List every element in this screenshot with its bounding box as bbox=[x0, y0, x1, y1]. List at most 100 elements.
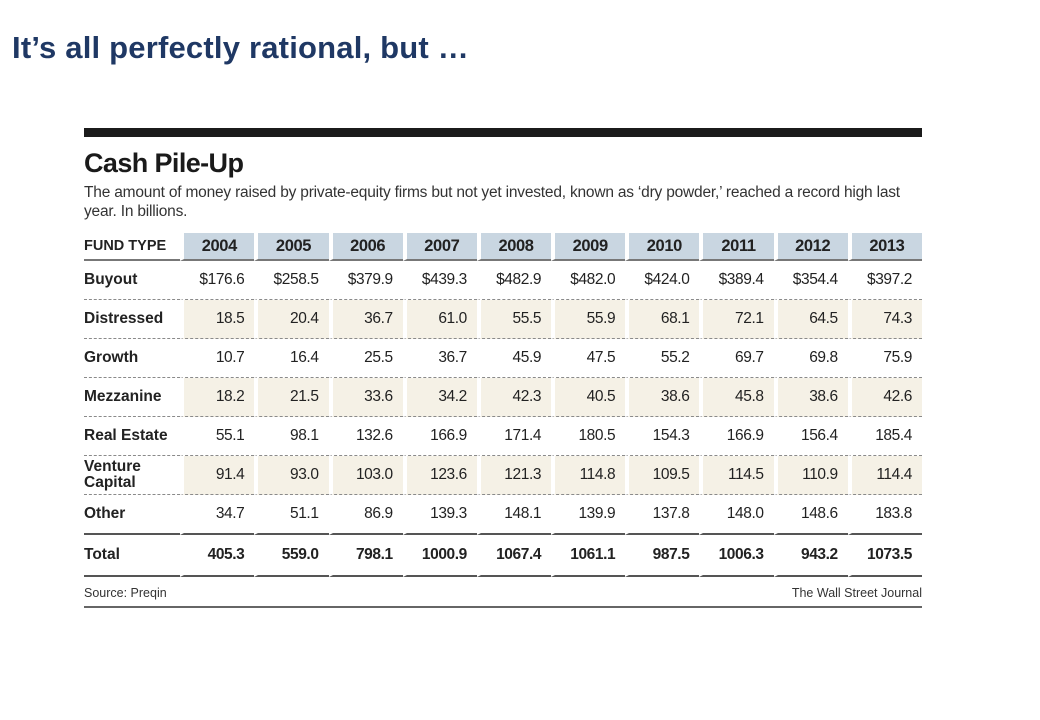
year-header: 2012 bbox=[773, 233, 848, 261]
value-cell: 93.0 bbox=[254, 456, 329, 495]
source-note: Source: Preqin bbox=[84, 586, 167, 600]
value-cell: $379.9 bbox=[328, 261, 403, 300]
value-cell: 20.4 bbox=[254, 300, 329, 339]
value-cell: 943.2 bbox=[773, 535, 848, 577]
table-row: Mezzanine 18.2 21.5 33.6 34.2 42.3 40.5 38.6 45.… bbox=[84, 378, 922, 417]
value-cell: 798.1 bbox=[328, 535, 403, 577]
value-cell: 42.6 bbox=[847, 378, 922, 417]
value-cell: 559.0 bbox=[254, 535, 329, 577]
year-header: 2006 bbox=[328, 233, 403, 261]
year-header: 2013 bbox=[847, 233, 922, 261]
value-cell: 36.7 bbox=[328, 300, 403, 339]
table-header-row: FUND TYPE 2004 2005 2006 2007 2008 2009 … bbox=[84, 233, 922, 261]
value-cell: 132.6 bbox=[328, 417, 403, 456]
top-rule bbox=[84, 128, 922, 137]
value-cell: 121.3 bbox=[476, 456, 552, 495]
value-cell: 38.6 bbox=[773, 378, 848, 417]
value-cell: 21.5 bbox=[254, 378, 329, 417]
value-cell: 987.5 bbox=[625, 535, 700, 577]
value-cell: 166.9 bbox=[402, 417, 477, 456]
year-header: 2010 bbox=[625, 233, 700, 261]
value-cell: 47.5 bbox=[551, 339, 626, 378]
fund-type-label: Buyout bbox=[84, 261, 181, 300]
value-cell: 139.9 bbox=[551, 495, 626, 535]
value-cell: 154.3 bbox=[625, 417, 700, 456]
table-row: Other 34.7 51.1 86.9 139.3 148.1 139.9 137.8 148… bbox=[84, 495, 922, 535]
value-cell: $176.6 bbox=[180, 261, 255, 300]
table-row: Buyout $176.6 $258.5 $379.9 $439.3 $482.9 $482… bbox=[84, 261, 922, 300]
value-cell: 148.0 bbox=[699, 495, 774, 535]
value-cell: 185.4 bbox=[847, 417, 922, 456]
value-cell: 110.9 bbox=[773, 456, 848, 495]
value-cell: 18.2 bbox=[180, 378, 255, 417]
dry-powder-table: FUND TYPE 2004 2005 2006 2007 2008 2009 … bbox=[84, 233, 922, 577]
year-header: 2005 bbox=[254, 233, 329, 261]
value-cell: 69.8 bbox=[773, 339, 848, 378]
value-cell: 139.3 bbox=[402, 495, 477, 535]
value-cell: 33.6 bbox=[328, 378, 403, 417]
table-row: Growth 10.7 16.4 25.5 36.7 45.9 47.5 55.2 69.7 69… bbox=[84, 339, 922, 378]
value-cell: 171.4 bbox=[476, 417, 552, 456]
chart-title: Cash Pile-Up bbox=[84, 148, 244, 178]
fund-type-header: FUND TYPE bbox=[84, 233, 181, 261]
value-cell: $258.5 bbox=[254, 261, 329, 300]
table-row: Real Estate 55.1 98.1 132.6 166.9 171.4 180.5 1… bbox=[84, 417, 922, 456]
value-cell: 34.2 bbox=[402, 378, 477, 417]
value-cell: 55.1 bbox=[180, 417, 255, 456]
table-body: Buyout $176.6 $258.5 $379.9 $439.3 $482.9 $482… bbox=[84, 261, 922, 577]
value-cell: 38.6 bbox=[625, 378, 700, 417]
value-cell: 36.7 bbox=[402, 339, 477, 378]
value-cell: 166.9 bbox=[699, 417, 774, 456]
value-cell: 55.2 bbox=[625, 339, 700, 378]
value-cell: 45.8 bbox=[699, 378, 774, 417]
value-cell: 51.1 bbox=[254, 495, 329, 535]
value-cell: $424.0 bbox=[625, 261, 700, 300]
value-cell: 405.3 bbox=[180, 535, 255, 577]
value-cell: 180.5 bbox=[551, 417, 626, 456]
total-row: Total 405.3 559.0 798.1 1000.9 1067.4 1061.1 98… bbox=[84, 535, 922, 577]
value-cell: 1000.9 bbox=[402, 535, 477, 577]
value-cell: $354.4 bbox=[773, 261, 848, 300]
value-cell: $482.0 bbox=[551, 261, 626, 300]
year-header: 2009 bbox=[551, 233, 626, 261]
table-row: Distressed 18.5 20.4 36.7 61.0 55.5 55.9 68.1 72… bbox=[84, 300, 922, 339]
fund-type-label: Real Estate bbox=[84, 417, 181, 456]
fund-type-label: Distressed bbox=[84, 300, 181, 339]
fund-type-label: Mezzanine bbox=[84, 378, 181, 417]
value-cell: 137.8 bbox=[625, 495, 700, 535]
chart-subtitle: The amount of money raised by private-eq… bbox=[84, 184, 900, 220]
chart-footer: Source: Preqin The Wall Street Journal bbox=[84, 586, 922, 608]
value-cell: 114.5 bbox=[699, 456, 774, 495]
year-header: 2011 bbox=[699, 233, 774, 261]
value-cell: $397.2 bbox=[847, 261, 922, 300]
publisher-credit: The Wall Street Journal bbox=[791, 586, 922, 600]
value-cell: 86.9 bbox=[328, 495, 403, 535]
value-cell: 64.5 bbox=[773, 300, 848, 339]
value-cell: 68.1 bbox=[625, 300, 700, 339]
value-cell: 114.8 bbox=[551, 456, 626, 495]
table-row: Venture Capital 91.4 93.0 103.0 123.6 121.3 11… bbox=[84, 456, 922, 495]
value-cell: $389.4 bbox=[699, 261, 774, 300]
value-cell: 156.4 bbox=[773, 417, 848, 456]
value-cell: $439.3 bbox=[402, 261, 477, 300]
value-cell: 10.7 bbox=[180, 339, 255, 378]
value-cell: 1073.5 bbox=[847, 535, 922, 577]
value-cell: 75.9 bbox=[847, 339, 922, 378]
fund-type-label: Total bbox=[84, 535, 181, 577]
value-cell: 123.6 bbox=[402, 456, 477, 495]
value-cell: 18.5 bbox=[180, 300, 255, 339]
value-cell: 45.9 bbox=[476, 339, 552, 378]
year-header: 2007 bbox=[402, 233, 477, 261]
value-cell: 61.0 bbox=[402, 300, 477, 339]
value-cell: 103.0 bbox=[328, 456, 403, 495]
value-cell: 25.5 bbox=[328, 339, 403, 378]
year-header: 2008 bbox=[476, 233, 552, 261]
fund-type-label: Venture Capital bbox=[84, 456, 181, 495]
slide-title: It’s all perfectly rational, but … bbox=[12, 30, 469, 65]
value-cell: 1061.1 bbox=[551, 535, 626, 577]
year-header: 2004 bbox=[180, 233, 255, 261]
value-cell: 69.7 bbox=[699, 339, 774, 378]
value-cell: 148.6 bbox=[773, 495, 848, 535]
value-cell: 1067.4 bbox=[476, 535, 552, 577]
value-cell: 1006.3 bbox=[699, 535, 774, 577]
